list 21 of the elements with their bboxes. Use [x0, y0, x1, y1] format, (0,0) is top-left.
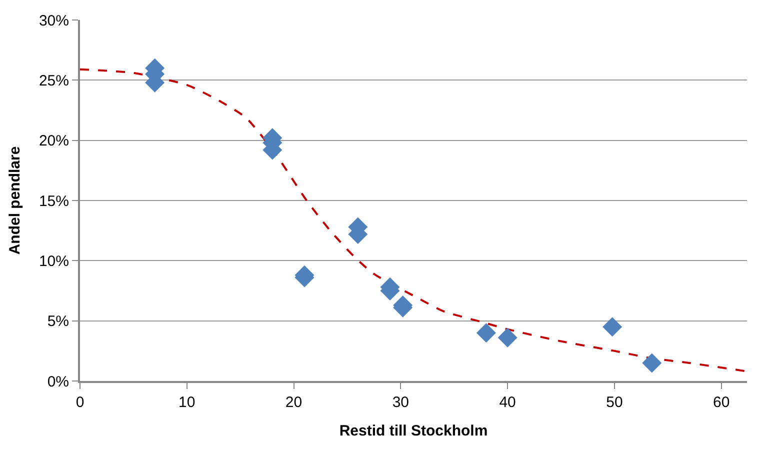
x-tick-label: 60: [713, 394, 730, 411]
line-series: [80, 68, 747, 372]
y-tick-label: 15%: [38, 192, 69, 210]
x-tick-label: 50: [606, 394, 623, 411]
x-tick-label: 30: [392, 394, 410, 411]
x-tick-label: 0: [76, 394, 84, 411]
y-tick-label: 0%: [47, 373, 69, 390]
y-axis-title: Andel pendlare: [6, 146, 24, 255]
y-tick-label: 5%: [47, 313, 69, 330]
x-axis-title: Restid till Stockholm: [339, 422, 488, 440]
point: [476, 323, 496, 343]
x-tick-label: 40: [499, 394, 516, 411]
point: [602, 317, 622, 337]
x-tick-label: 10: [178, 394, 196, 411]
y-tick-label: 10%: [38, 252, 69, 270]
point: [642, 353, 662, 373]
y-tick-label: 30%: [38, 12, 69, 30]
point: [498, 328, 518, 348]
y-tick-label: 20%: [38, 132, 69, 150]
x-tick-label: 20: [285, 394, 302, 411]
y-tick-label: 25%: [38, 72, 69, 90]
